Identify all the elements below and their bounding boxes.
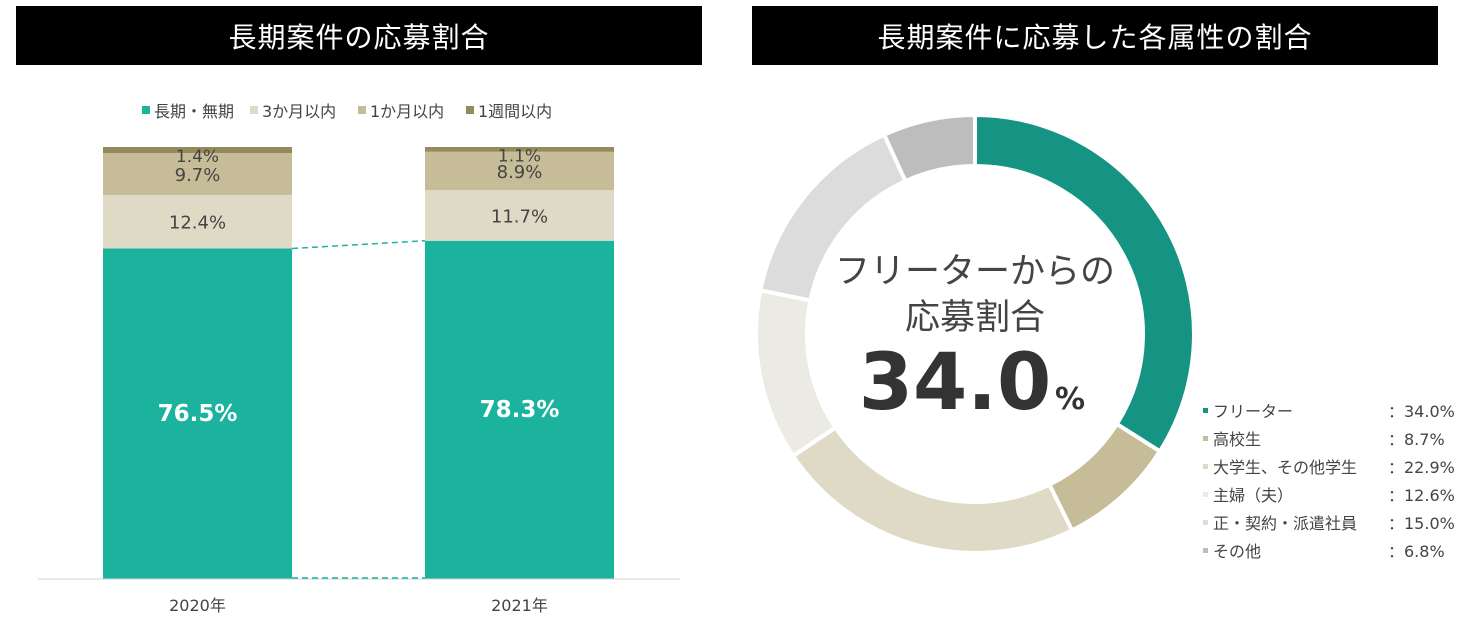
legend-swatch	[1203, 491, 1208, 497]
bar-segment	[425, 240, 614, 579]
legend-swatch	[1203, 519, 1208, 525]
data-label: 1.1%	[498, 146, 541, 166]
legend-swatch	[1203, 435, 1208, 441]
donut-center-line2: 応募割合	[905, 298, 1045, 338]
legend-value: ：8.7%	[1388, 430, 1445, 449]
legend-row: フリーター ：34.0%	[1203, 396, 1473, 424]
bar-segment	[425, 151, 614, 191]
x-tick-label: 2020年	[169, 596, 226, 615]
donut-center-value: 34.0	[859, 338, 1051, 428]
data-label: 8.9%	[497, 162, 543, 183]
donut-slice	[881, 112, 977, 184]
bar-segment	[103, 194, 292, 249]
legend-value: ：22.9%	[1388, 458, 1455, 477]
legend-row: 主婦（夫） ：12.6%	[1203, 480, 1473, 508]
legend-value: ：34.0%	[1388, 402, 1455, 421]
bar-segment	[103, 147, 292, 154]
donut-center-line1: フリーターからの	[835, 252, 1115, 292]
bar-segment	[425, 147, 614, 152]
data-label: 11.7%	[491, 206, 548, 227]
donut-legend: フリーター ：34.0% 高校生 ：8.7% 大学生、その他学生 ：22.9% 主婦（夫） ：…	[1203, 396, 1473, 564]
legend-swatch	[1203, 407, 1208, 413]
data-label: 12.4%	[169, 213, 226, 234]
legend-value: ：15.0%	[1388, 514, 1455, 533]
legend-label-3: 1週間以内	[478, 102, 552, 121]
legend-row: その他 ：6.8%	[1203, 536, 1473, 564]
legend-swatch-0	[142, 106, 150, 114]
bar-segment	[103, 153, 292, 195]
legend-label: 大学生、その他学生	[1213, 458, 1358, 477]
legend-label-2: 1か月以内	[370, 102, 444, 121]
legend-label: 正・契約・派遣社員	[1213, 514, 1358, 533]
legend-swatch-3	[466, 106, 474, 114]
connector-line	[291, 239, 426, 250]
x-tick-label: 2021年	[491, 596, 548, 615]
legend-label: 高校生	[1213, 430, 1262, 449]
legend-swatch	[1203, 547, 1208, 553]
legend-label-1: 3か月以内	[262, 102, 336, 121]
legend-label: その他	[1213, 542, 1262, 561]
data-label: 9.7%	[175, 165, 221, 186]
legend-swatch-1	[250, 106, 258, 114]
legend-row: 大学生、その他学生 ：22.9%	[1203, 452, 1473, 480]
data-label: 78.3%	[480, 397, 560, 423]
bar-segment	[103, 248, 292, 579]
bar-chart-title: 長期案件の応募割合	[16, 6, 702, 65]
legend-value: ：12.6%	[1388, 486, 1455, 505]
donut-center-unit: %	[1055, 382, 1085, 417]
donut-chart-title: 長期案件に応募した各属性の割合	[752, 6, 1438, 65]
data-label: 1.4%	[176, 147, 219, 167]
donut-slice	[754, 287, 839, 459]
legend-label: 主婦（夫）	[1213, 486, 1294, 505]
legend-row: 高校生 ：8.7%	[1203, 424, 1473, 452]
legend-row: 正・契約・派遣社員 ：15.0%	[1203, 508, 1473, 536]
legend-swatch	[1203, 463, 1208, 469]
legend-label: フリーター	[1213, 402, 1294, 421]
legend-swatch-2	[358, 106, 366, 114]
data-label: 76.5%	[158, 401, 238, 427]
donut-slice	[790, 424, 1075, 555]
legend-label-0: 長期・無期	[154, 102, 234, 121]
bar-segment	[425, 190, 614, 241]
legend-value: ：6.8%	[1388, 542, 1445, 561]
